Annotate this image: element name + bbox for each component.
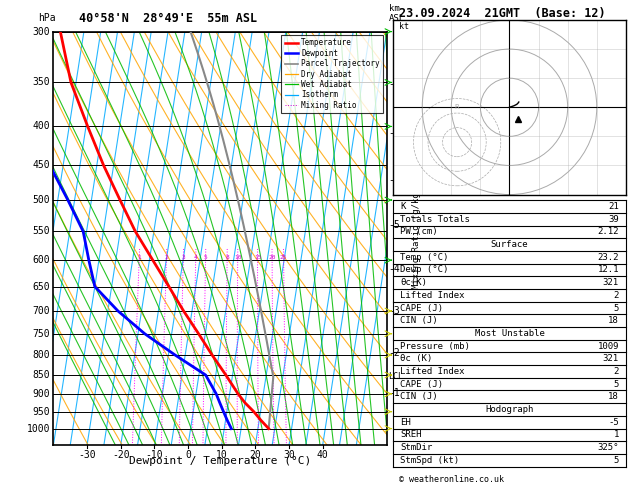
Text: -10: -10 [146, 450, 164, 460]
Text: -7: -7 [389, 128, 400, 138]
Text: 12.1: 12.1 [598, 265, 619, 275]
Text: 2.12: 2.12 [598, 227, 619, 236]
Text: 2: 2 [613, 291, 619, 300]
Text: 30: 30 [283, 450, 295, 460]
Text: 2: 2 [165, 255, 169, 260]
Text: 40°58'N  28°49'E  55m ASL: 40°58'N 28°49'E 55m ASL [79, 12, 257, 25]
Text: 5: 5 [613, 456, 619, 465]
Text: 550: 550 [33, 226, 50, 237]
Text: 4: 4 [194, 255, 198, 260]
Text: 20: 20 [250, 450, 261, 460]
Text: CIN (J): CIN (J) [400, 316, 438, 325]
Text: -30: -30 [79, 450, 96, 460]
Text: 1000: 1000 [26, 424, 50, 434]
Text: 900: 900 [33, 389, 50, 399]
Text: 321: 321 [603, 278, 619, 287]
Text: 325°: 325° [598, 443, 619, 452]
Text: 21: 21 [608, 202, 619, 211]
Text: © weatheronline.co.uk: © weatheronline.co.uk [399, 474, 504, 484]
Text: Hodograph: Hodograph [486, 405, 533, 414]
Text: 39: 39 [608, 215, 619, 224]
Text: 500: 500 [33, 195, 50, 205]
Text: -3: -3 [389, 307, 400, 316]
Legend: Temperature, Dewpoint, Parcel Trajectory, Dry Adiabat, Wet Adiabat, Isotherm, Mi: Temperature, Dewpoint, Parcel Trajectory… [281, 35, 383, 113]
Text: 850: 850 [33, 370, 50, 380]
Text: 1009: 1009 [598, 342, 619, 350]
Text: 8: 8 [225, 255, 229, 260]
Text: -5: -5 [389, 221, 400, 230]
Text: CAPE (J): CAPE (J) [400, 380, 443, 389]
Text: -5: -5 [608, 417, 619, 427]
Text: hPa: hPa [38, 13, 56, 23]
Text: 18: 18 [608, 392, 619, 401]
Text: 650: 650 [33, 281, 50, 292]
Text: 1: 1 [613, 430, 619, 439]
Text: Lifted Index: Lifted Index [400, 291, 465, 300]
Text: -4: -4 [389, 264, 400, 275]
Text: θc (K): θc (K) [400, 354, 432, 363]
Text: -1: -1 [389, 388, 400, 398]
Text: 800: 800 [33, 350, 50, 360]
Text: Surface: Surface [491, 240, 528, 249]
Text: 1: 1 [137, 255, 141, 260]
Text: 750: 750 [33, 329, 50, 339]
Text: -2: -2 [389, 348, 400, 358]
Text: K: K [400, 202, 406, 211]
Text: R: R [455, 104, 460, 110]
Text: CIN (J): CIN (J) [400, 392, 438, 401]
Text: 23.09.2024  21GMT  (Base: 12): 23.09.2024 21GMT (Base: 12) [399, 7, 606, 20]
Text: 700: 700 [33, 306, 50, 316]
X-axis label: Dewpoint / Temperature (°C): Dewpoint / Temperature (°C) [129, 456, 311, 466]
Text: 40: 40 [317, 450, 328, 460]
Text: 20: 20 [269, 255, 276, 260]
Text: LCL: LCL [389, 372, 403, 382]
Text: Dewp (°C): Dewp (°C) [400, 265, 448, 275]
Text: 10: 10 [234, 255, 242, 260]
Text: θc(K): θc(K) [400, 278, 427, 287]
Text: 10: 10 [216, 450, 228, 460]
Text: 350: 350 [33, 77, 50, 87]
Text: 300: 300 [33, 27, 50, 36]
Text: 25: 25 [280, 255, 287, 260]
Text: 23.2: 23.2 [598, 253, 619, 262]
Text: 15: 15 [253, 255, 261, 260]
Text: km
ASL: km ASL [389, 4, 404, 23]
Text: StmSpd (kt): StmSpd (kt) [400, 456, 459, 465]
Text: StmDir: StmDir [400, 443, 432, 452]
Text: Most Unstable: Most Unstable [474, 329, 545, 338]
Text: Pressure (mb): Pressure (mb) [400, 342, 470, 350]
Text: -6: -6 [389, 174, 400, 185]
Text: Temp (°C): Temp (°C) [400, 253, 448, 262]
Text: PW (cm): PW (cm) [400, 227, 438, 236]
Text: Mixing Ratio (g/kg): Mixing Ratio (g/kg) [413, 187, 421, 289]
Text: EH: EH [400, 417, 411, 427]
Text: -8: -8 [389, 79, 400, 89]
Text: 5: 5 [613, 303, 619, 312]
Text: Totals Totals: Totals Totals [400, 215, 470, 224]
Text: 18: 18 [608, 316, 619, 325]
Text: 0: 0 [185, 450, 191, 460]
Text: 321: 321 [603, 354, 619, 363]
Text: 5: 5 [613, 380, 619, 389]
Text: -20: -20 [112, 450, 130, 460]
Text: Lifted Index: Lifted Index [400, 367, 465, 376]
Text: 600: 600 [33, 255, 50, 265]
Text: 2: 2 [613, 367, 619, 376]
Text: 5: 5 [204, 255, 208, 260]
Text: 400: 400 [33, 122, 50, 131]
Text: SREH: SREH [400, 430, 421, 439]
Text: kt: kt [399, 22, 409, 31]
Text: 450: 450 [33, 160, 50, 170]
Text: 3: 3 [181, 255, 185, 260]
Text: CAPE (J): CAPE (J) [400, 303, 443, 312]
Text: 950: 950 [33, 407, 50, 417]
